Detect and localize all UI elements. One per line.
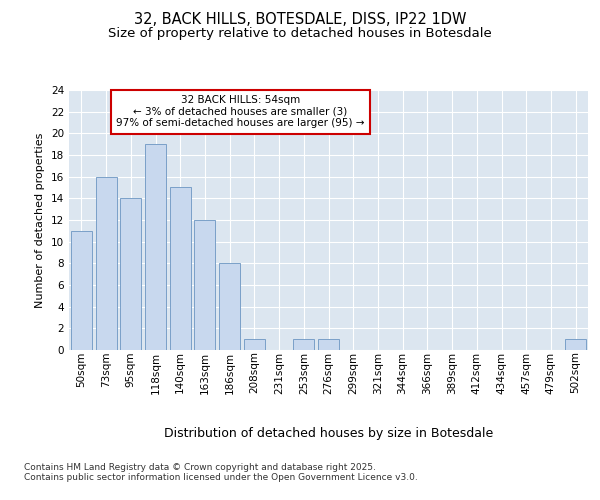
Bar <box>145 144 166 350</box>
Text: 32 BACK HILLS: 54sqm
← 3% of detached houses are smaller (3)
97% of semi-detache: 32 BACK HILLS: 54sqm ← 3% of detached ho… <box>116 95 365 128</box>
Bar <box>71 231 92 350</box>
Bar <box>95 176 116 350</box>
Text: Contains HM Land Registry data © Crown copyright and database right 2025.
Contai: Contains HM Land Registry data © Crown c… <box>24 462 418 482</box>
Bar <box>219 264 240 350</box>
Bar <box>120 198 141 350</box>
Text: Distribution of detached houses by size in Botesdale: Distribution of detached houses by size … <box>164 428 493 440</box>
Bar <box>194 220 215 350</box>
Y-axis label: Number of detached properties: Number of detached properties <box>35 132 46 308</box>
Text: 32, BACK HILLS, BOTESDALE, DISS, IP22 1DW: 32, BACK HILLS, BOTESDALE, DISS, IP22 1D… <box>134 12 466 28</box>
Bar <box>293 339 314 350</box>
Bar <box>170 188 191 350</box>
Bar <box>244 339 265 350</box>
Bar <box>318 339 339 350</box>
Text: Size of property relative to detached houses in Botesdale: Size of property relative to detached ho… <box>108 28 492 40</box>
Bar <box>565 339 586 350</box>
